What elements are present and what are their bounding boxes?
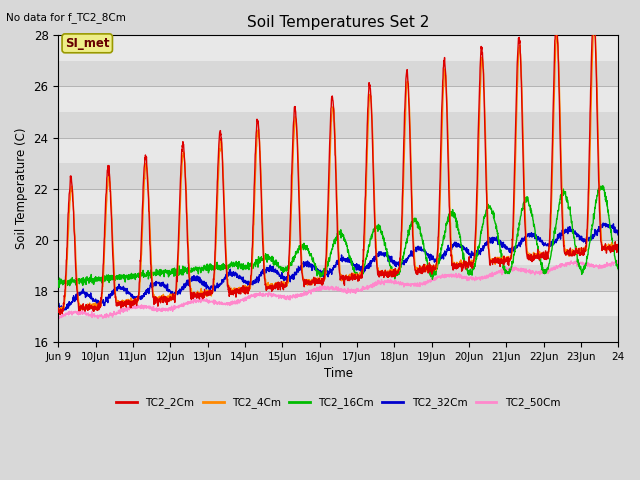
Bar xyxy=(58,86,618,112)
Bar xyxy=(58,36,618,61)
Title: Soil Temperatures Set 2: Soil Temperatures Set 2 xyxy=(247,15,429,30)
X-axis label: Time: Time xyxy=(324,367,353,380)
Bar xyxy=(58,316,618,342)
Bar xyxy=(58,240,618,265)
Text: SI_met: SI_met xyxy=(65,37,109,50)
Bar xyxy=(58,163,618,189)
Bar xyxy=(58,265,618,291)
Bar xyxy=(58,138,618,163)
Bar xyxy=(58,291,618,316)
Bar xyxy=(58,61,618,86)
Bar xyxy=(58,214,618,240)
Legend: TC2_2Cm, TC2_4Cm, TC2_16Cm, TC2_32Cm, TC2_50Cm: TC2_2Cm, TC2_4Cm, TC2_16Cm, TC2_32Cm, TC… xyxy=(112,393,564,412)
Bar xyxy=(58,112,618,138)
Y-axis label: Soil Temperature (C): Soil Temperature (C) xyxy=(15,128,28,250)
Bar xyxy=(58,189,618,214)
Text: No data for f_TC2_8Cm: No data for f_TC2_8Cm xyxy=(6,12,126,23)
